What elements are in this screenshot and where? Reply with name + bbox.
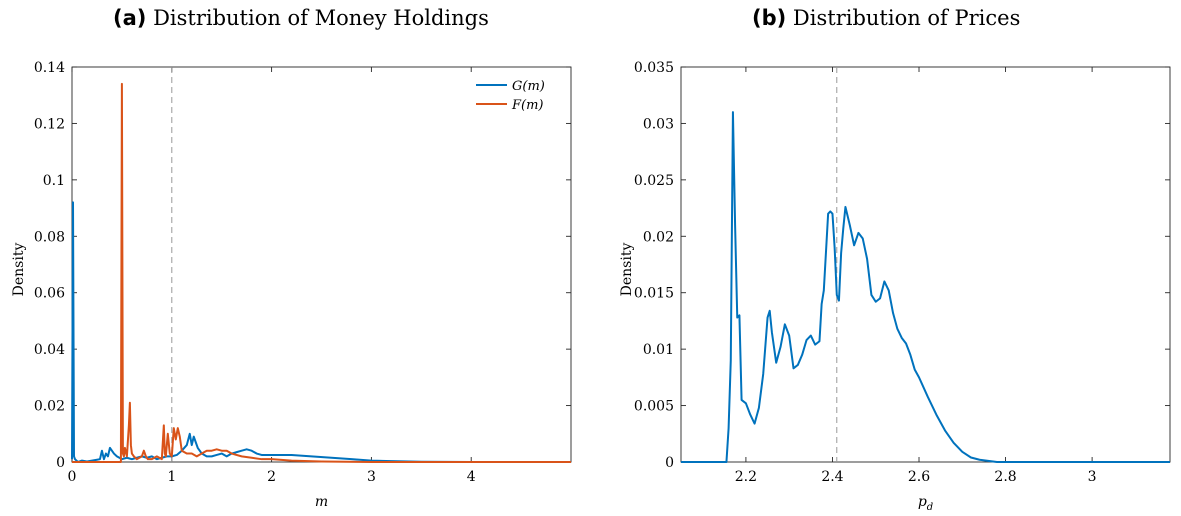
y-tick-label: 0.005	[634, 399, 674, 415]
y-tick-label: 0.08	[34, 229, 65, 245]
y-tick-label: 0.04	[34, 342, 65, 358]
y-tick-label: 0	[56, 455, 65, 471]
x-tick-label: 2.8	[994, 469, 1016, 485]
y-tick-label: 0.01	[643, 342, 674, 358]
y-tick-label: 0.14	[34, 60, 65, 76]
x-axis-label: m	[315, 494, 328, 510]
y-tick-label: 0.12	[34, 116, 65, 132]
panel-a-tag: (a)	[113, 6, 147, 30]
y-tick-label: 0.025	[634, 173, 674, 189]
series-line-1	[681, 111, 1170, 463]
x-tick-label: 2.2	[735, 469, 757, 485]
y-tick-label: 0.015	[634, 286, 674, 302]
panel-b-title: (b) Distribution of Prices	[752, 6, 1020, 30]
plot-frame	[71, 66, 572, 463]
chart-b: 0 0.005 0.01 0.015 0.02 0.025 0.03 0.035 2.2 2.4 2…	[619, 60, 1171, 513]
y-tick-label: 0.02	[34, 399, 65, 415]
series-line-1	[71, 201, 571, 463]
legend-label: G(m)	[512, 79, 545, 94]
plot-frame	[680, 66, 1171, 463]
y-tick-label: 0	[665, 455, 674, 471]
x-tick-label: 3	[1088, 469, 1097, 485]
legend-label: F(m)	[511, 98, 544, 113]
y-tick-label: 0.035	[634, 60, 674, 76]
x-tick-label: 2.6	[908, 469, 930, 485]
x-tick-label: 2.4	[821, 469, 843, 485]
chart-a: 0 0.02 0.04 0.06 0.08 0.1 0.12 0.14 0 1 2 3 4 Density…	[11, 60, 572, 510]
y-tick-label: 0.03	[643, 116, 674, 132]
panel-b-title-text: Distribution of Prices	[792, 6, 1021, 30]
y-tick-label: 0.06	[34, 286, 65, 302]
x-tick-label: 1	[167, 469, 176, 485]
x-tick-label: 2	[267, 469, 276, 485]
y-tick-label: 0.1	[43, 173, 65, 189]
x-tick-label: 4	[467, 469, 476, 485]
series-line-2	[72, 82, 571, 463]
y-axis-label: Density	[11, 243, 27, 297]
panel-b-tag: (b)	[752, 6, 787, 30]
panel-a-title-text: Distribution of Money Holdings	[153, 6, 489, 30]
x-tick-label: 3	[367, 469, 376, 485]
x-tick-label: 0	[68, 469, 77, 485]
y-axis-label: Density	[619, 243, 635, 297]
y-tick-label: 0.02	[643, 229, 674, 245]
x-axis-label: pd	[918, 494, 933, 513]
panel-a-title: (a) Distribution of Money Holdings	[113, 6, 489, 30]
